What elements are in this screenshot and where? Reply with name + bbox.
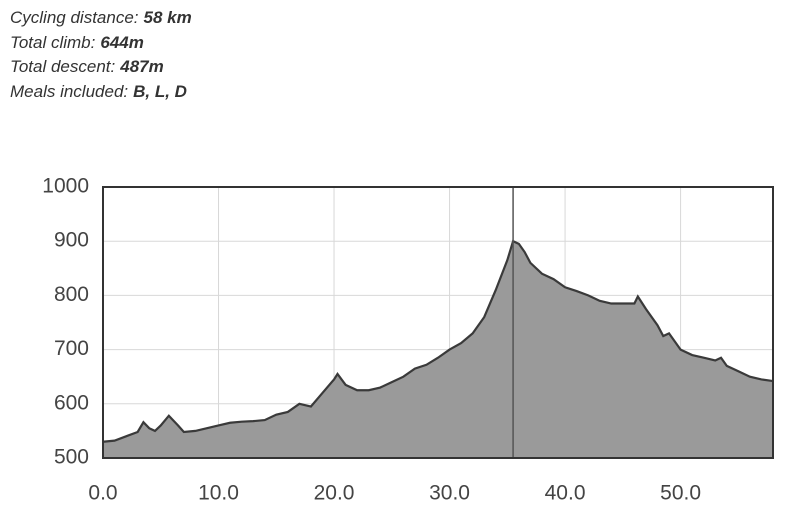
x-tick-label: 0.0 bbox=[88, 482, 117, 505]
x-tick-label: 40.0 bbox=[545, 482, 586, 505]
y-tick-label: 1000 bbox=[42, 175, 89, 198]
y-tick-label: 700 bbox=[54, 337, 89, 360]
summary-value: 644m bbox=[100, 32, 144, 52]
x-tick-label: 30.0 bbox=[429, 482, 470, 505]
y-tick-label: 500 bbox=[54, 446, 89, 469]
summary-row: Meals included: B, L, D bbox=[10, 80, 192, 105]
summary-row: Total descent: 487m bbox=[10, 55, 192, 80]
y-tick-label: 900 bbox=[54, 229, 89, 252]
summary-row: Total climb: 644m bbox=[10, 31, 192, 56]
x-tick-label: 10.0 bbox=[198, 482, 239, 505]
y-tick-label: 600 bbox=[54, 391, 89, 414]
x-tick-label: 50.0 bbox=[660, 482, 701, 505]
x-tick-label: 20.0 bbox=[314, 482, 355, 505]
summary-value: 58 km bbox=[143, 8, 192, 27]
summary-label: Meals included: bbox=[10, 81, 129, 101]
line bbox=[102, 239, 774, 443]
summary-value: B, L, D bbox=[133, 81, 187, 101]
area bbox=[103, 241, 773, 458]
summary-label: Total climb: bbox=[10, 32, 96, 52]
summary: Cycling distance: 58 km Total climb: 644m To… bbox=[10, 6, 192, 104]
plot-frame bbox=[102, 186, 774, 459]
summary-value: 487m bbox=[120, 57, 164, 76]
summary-label: Total descent: bbox=[10, 57, 116, 76]
y-tick-label: 800 bbox=[54, 283, 89, 306]
summary-label: Cycling distance: bbox=[10, 8, 139, 27]
summary-row: Cycling distance: 58 km bbox=[10, 6, 192, 31]
